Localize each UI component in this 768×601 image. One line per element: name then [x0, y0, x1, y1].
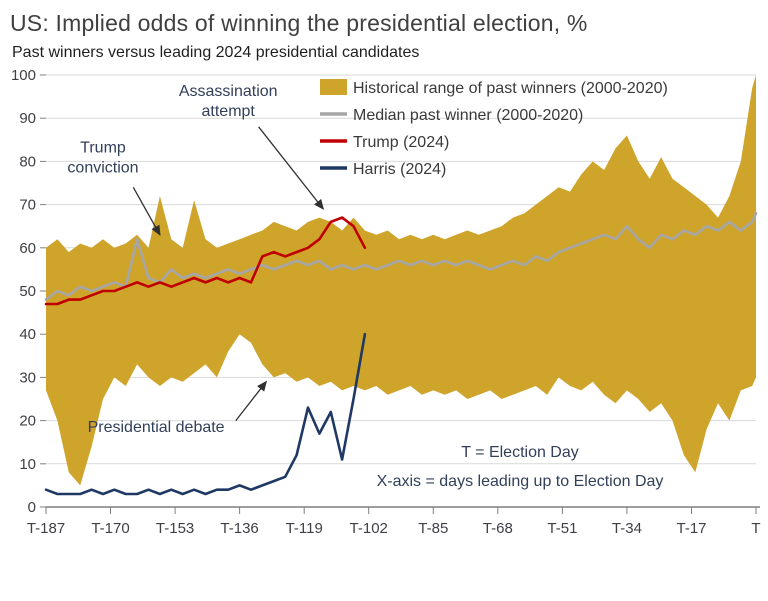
- x-tick-label: T-153: [156, 520, 194, 537]
- x-tick-label: T-85: [418, 520, 448, 537]
- x-tick-label: T-17: [676, 520, 706, 537]
- chart-title: US: Implied odds of winning the presiden…: [10, 10, 588, 36]
- x-tick-label: T: [751, 520, 760, 537]
- y-tick-label: 70: [19, 197, 36, 214]
- x-tick-label: T-102: [350, 520, 388, 537]
- harris-line: [44, 332, 367, 496]
- x-tick-label: T-68: [483, 520, 513, 537]
- axis-note-line: T = Election Day: [461, 444, 579, 461]
- x-tick-label: T-136: [220, 520, 258, 537]
- x-tick-label: T-187: [27, 520, 65, 537]
- trump-line: [44, 216, 367, 306]
- annotations: Trump conviction Assassination attempt Presi…: [67, 83, 325, 436]
- y-tick-label: 80: [19, 153, 36, 170]
- y-tick-label: 100: [11, 67, 36, 84]
- y-tick-label: 20: [19, 413, 36, 430]
- legend-label: Median past winner (2000-2020): [353, 107, 583, 124]
- axis-note-line: X-axis = days leading up to Election Day: [377, 473, 664, 490]
- x-axis: T-187 T-170 T-153 T-136 T-119 T-102 T-85 T-68 T-…: [27, 506, 761, 537]
- legend-label: Historical range of past winners (2000-2…: [353, 80, 668, 97]
- y-tick-label: 90: [19, 110, 36, 127]
- axis-note: T = Election Day X-axis = days leading up…: [377, 444, 664, 490]
- chart-canvas: T-187 T-170 T-153 T-136 T-119 T-102 T-85 T-68 T-…: [11, 67, 761, 537]
- legend-label: Trump (2024): [353, 134, 449, 151]
- y-tick-label: 30: [19, 369, 36, 386]
- y-tick-label: 50: [19, 283, 36, 300]
- x-tick-label: T-51: [547, 520, 577, 537]
- trump-conviction-arrow: [132, 186, 161, 236]
- y-tick-label: 40: [19, 326, 36, 343]
- assassination-attempt-arrow: [258, 126, 325, 210]
- trump-conviction-label: conviction: [67, 159, 138, 176]
- x-tick-label: T-34: [612, 520, 642, 537]
- y-tick-label: 0: [28, 499, 36, 516]
- assassination-attempt-label: Assassination: [179, 83, 278, 100]
- legend-label: Harris (2024): [353, 161, 446, 178]
- band-area: [46, 75, 756, 486]
- median-line: [44, 211, 758, 301]
- chart-subtitle: Past winners versus leading 2024 preside…: [12, 44, 420, 61]
- y-tick-label: 10: [19, 456, 36, 473]
- legend: Historical range of past winners (2000-2…: [320, 79, 668, 178]
- x-tick-label: T-119: [286, 520, 323, 537]
- trump-conviction-label: Trump: [80, 139, 126, 156]
- y-tick-label: 60: [19, 240, 36, 257]
- x-tick-label: T-170: [91, 520, 129, 537]
- y-axis: 0 10 20 30 40 50 60 70 80 90 100: [11, 67, 46, 516]
- assassination-attempt-label: attempt: [202, 103, 256, 120]
- presidential-debate-arrow: [235, 380, 268, 422]
- legend-swatch-range: [320, 79, 347, 95]
- presidential-debate-label: Presidential debate: [88, 419, 225, 436]
